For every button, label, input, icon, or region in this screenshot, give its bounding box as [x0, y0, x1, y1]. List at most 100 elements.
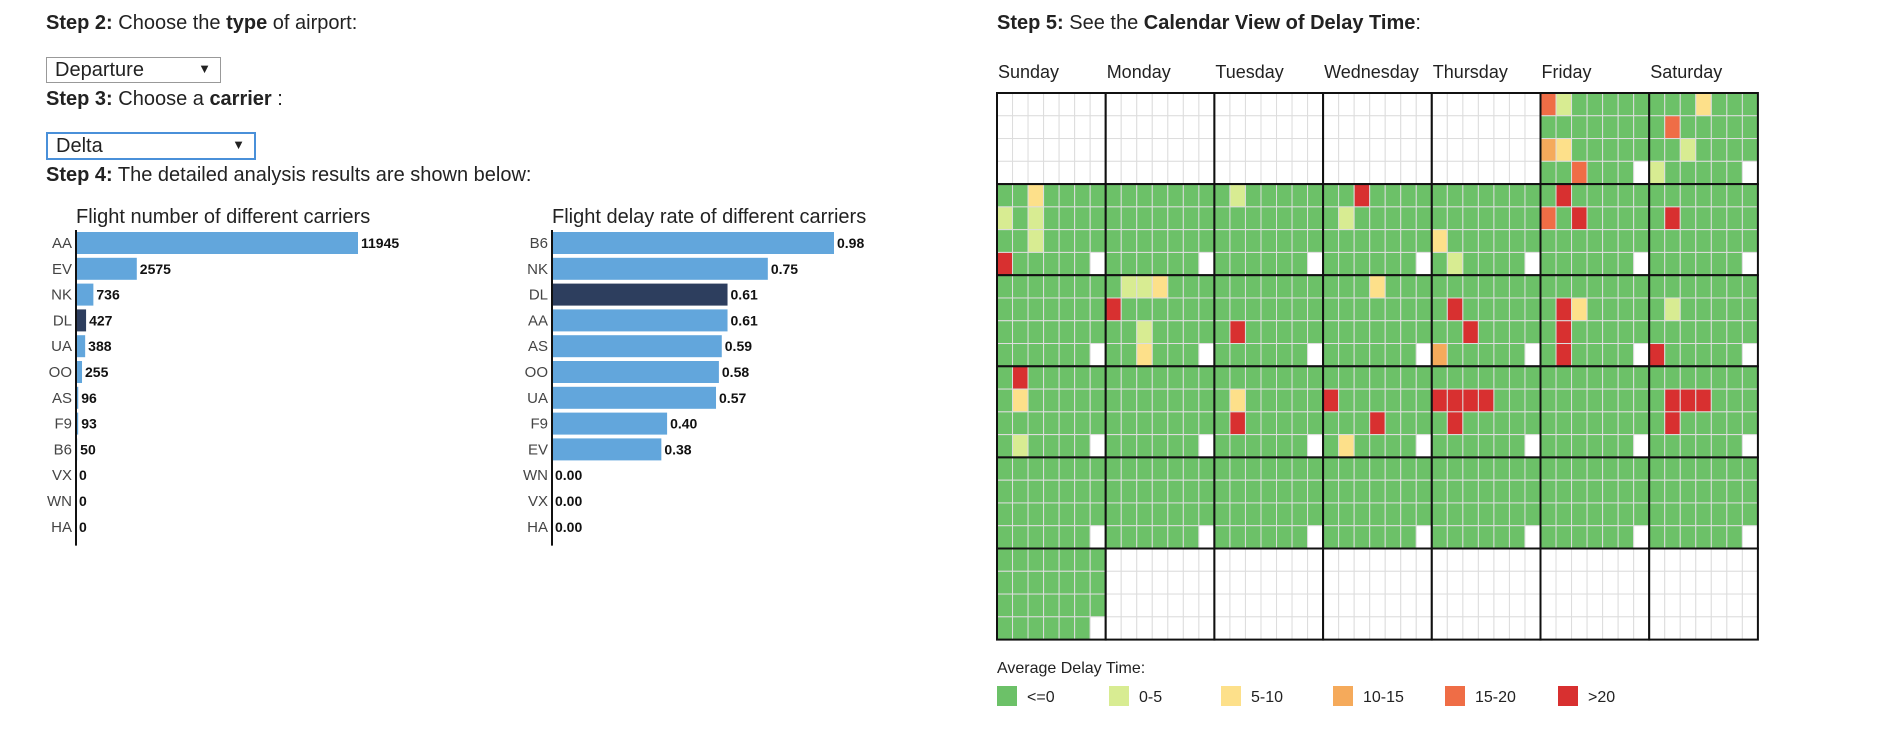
calendar-cell — [1260, 593, 1278, 618]
calendar-cell — [1741, 274, 1759, 299]
calendar-cell — [1726, 115, 1743, 140]
calendar-cell — [1369, 229, 1386, 253]
calendar-cell — [1415, 570, 1433, 595]
calendar-cell — [1446, 616, 1464, 641]
calendar-cell — [1400, 229, 1417, 253]
calendar-cell — [1058, 411, 1076, 436]
calendar-cell — [1571, 274, 1588, 299]
calendar-cell — [1167, 92, 1184, 117]
calendar-cell — [1058, 616, 1076, 641]
legend-label: 10-15 — [1363, 689, 1404, 706]
calendar-cell — [1664, 183, 1681, 208]
calendar-cell — [1415, 92, 1433, 117]
calendar-cell — [1384, 479, 1402, 504]
calendar-cell — [1493, 388, 1510, 413]
calendar-cell — [1027, 479, 1045, 504]
calendar-cell — [1431, 570, 1448, 595]
calendar-cell — [1726, 229, 1743, 253]
calendar-cell — [1400, 138, 1417, 162]
calendar-cell — [1555, 548, 1573, 572]
calendar-cell — [1633, 160, 1650, 185]
calendar-cell — [1602, 92, 1619, 117]
calendar-cell — [1151, 616, 1169, 641]
calendar-cell — [1633, 388, 1650, 413]
tick-label: AS — [52, 390, 72, 407]
calendar-cell — [1322, 616, 1340, 641]
calendar-cell — [1446, 570, 1464, 595]
calendar-cell — [1027, 411, 1045, 436]
tick-label: UA — [51, 338, 72, 355]
calendar-cell — [1043, 548, 1060, 572]
calendar-cell — [1276, 206, 1293, 231]
calendar-cell — [1679, 434, 1697, 458]
calendar-cell — [1679, 160, 1697, 185]
calendar-cell — [1244, 183, 1262, 208]
calendar-cell — [1617, 479, 1635, 504]
calendar-cell — [1043, 570, 1060, 595]
calendar-cell — [1664, 229, 1681, 253]
calendar-cell — [1089, 251, 1107, 276]
calendar-cell — [1400, 548, 1417, 572]
calendar-cell — [1229, 229, 1246, 253]
carrier-select[interactable]: Delta ▼ — [46, 132, 256, 160]
calendar-cell — [1741, 183, 1759, 208]
calendar-cell — [1602, 251, 1619, 276]
calendar-cell — [1400, 160, 1417, 185]
calendar-cell — [1695, 434, 1712, 458]
calendar-cell — [1027, 456, 1045, 481]
calendar-cell — [1244, 297, 1262, 322]
calendar-cell — [1741, 502, 1759, 527]
calendar-cell — [1710, 251, 1728, 276]
calendar-cell — [1120, 160, 1138, 185]
calendar-cell — [1571, 297, 1588, 322]
calendar-cell — [1307, 502, 1324, 527]
calendar-cell — [1446, 343, 1464, 367]
calendar-cell — [1105, 92, 1122, 117]
calendar-cell — [1648, 548, 1666, 572]
calendar-cell — [1462, 411, 1479, 436]
airport-type-select[interactable]: Departure ▼ — [46, 57, 221, 83]
calendar-cell — [1741, 388, 1759, 413]
calendar-cell — [1198, 251, 1215, 276]
calendar-cell — [1291, 525, 1309, 549]
calendar-cell — [1524, 365, 1542, 390]
calendar-cell — [1462, 548, 1479, 572]
calendar-cell — [1431, 479, 1448, 504]
calendar-cell — [1508, 502, 1526, 527]
calendar-cell — [1400, 570, 1417, 595]
calendar-cell — [1446, 479, 1464, 504]
calendar-cell — [1633, 297, 1650, 322]
calendar-cell — [1105, 616, 1122, 641]
data-label: 0.00 — [555, 519, 582, 535]
calendar-cell — [1027, 115, 1045, 140]
data-label: 427 — [89, 312, 113, 328]
calendar-cell — [1213, 183, 1231, 208]
calendar-cell — [1710, 570, 1728, 595]
calendar-cell — [1586, 616, 1604, 641]
calendar-cell — [1213, 411, 1231, 436]
calendar-cell — [1105, 434, 1122, 458]
calendar-cell — [1291, 616, 1309, 641]
calendar-cell — [1726, 616, 1743, 641]
calendar-cell — [1027, 548, 1045, 572]
calendar-cell — [1571, 548, 1588, 572]
calendar-cell — [1617, 343, 1635, 367]
calendar-cell — [1229, 183, 1246, 208]
calendar-cell — [1229, 160, 1246, 185]
calendar-cell — [996, 115, 1014, 140]
calendar-cell — [1571, 365, 1588, 390]
calendar-cell — [1229, 570, 1246, 595]
calendar-cell — [996, 502, 1014, 527]
calendar-cell — [1027, 138, 1045, 162]
calendar-cell — [1524, 183, 1542, 208]
data-label: 0.00 — [555, 493, 582, 509]
calendar-cell — [1477, 456, 1495, 481]
calendar-cell — [1602, 525, 1619, 549]
calendar-cell — [1540, 593, 1557, 618]
calendar-cell — [1524, 502, 1542, 527]
calendar-cell — [1151, 411, 1169, 436]
calendar-cell — [1182, 502, 1200, 527]
calendar-cell — [1043, 138, 1060, 162]
calendar-cell — [1540, 434, 1557, 458]
